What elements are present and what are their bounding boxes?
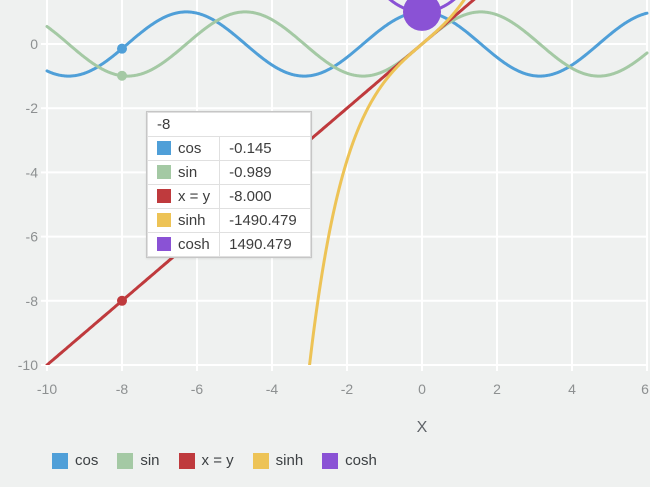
chart-legend: cos sin x = y sinh cosh — [52, 452, 377, 469]
tooltip-label-sin: sin — [178, 164, 198, 181]
legend-swatch-sin — [117, 452, 134, 469]
svg-text:-10: -10 — [18, 357, 38, 373]
svg-text:-6: -6 — [191, 381, 204, 397]
highlight-points — [117, 0, 441, 306]
tooltip-swatch-sin — [157, 165, 171, 179]
series-line-sinh[interactable] — [303, 0, 493, 425]
tooltip-value-sin: -0.989 — [219, 160, 312, 185]
legend-label-xy: x = y — [201, 452, 234, 469]
series-line-cos[interactable] — [45, 10, 649, 78]
tooltip-label-sinh: sinh — [178, 212, 206, 229]
tooltip-swatch-cos — [157, 141, 171, 155]
x-axis-ticks: -10 -8 -6 -4 -2 0 2 4 6 — [37, 381, 649, 397]
series-line-sin[interactable] — [45, 10, 649, 78]
legend-item-xy[interactable]: x = y — [178, 452, 234, 469]
svg-text:4: 4 — [568, 381, 576, 397]
point-cosh[interactable] — [403, 0, 441, 31]
legend-label-sin: sin — [140, 452, 160, 469]
legend-item-sin[interactable]: sin — [117, 452, 160, 469]
tooltip-value-sinh: -1490.479 — [219, 208, 312, 233]
svg-text:-2: -2 — [341, 381, 354, 397]
legend-label-sinh: sinh — [275, 452, 304, 469]
legend-item-cosh[interactable]: cosh — [322, 452, 377, 469]
gridlines — [41, 0, 648, 371]
legend-item-cos[interactable]: cos — [52, 452, 98, 469]
tooltip-swatch-cosh — [157, 237, 171, 251]
point-identity[interactable] — [117, 295, 127, 306]
svg-text:2: 2 — [493, 381, 501, 397]
legend-swatch-sinh — [252, 452, 269, 469]
svg-text:6: 6 — [641, 381, 649, 397]
tooltip-swatch-xy — [157, 189, 171, 203]
svg-text:-2: -2 — [26, 100, 39, 116]
y-axis-ticks: 0 -2 -4 -6 -8 -10 — [18, 36, 38, 373]
legend-swatch-xy — [178, 452, 195, 469]
svg-text:-4: -4 — [26, 164, 39, 180]
tooltip-header-row: -8 — [146, 112, 312, 137]
tooltip-row-sinh: sinh -1490.479 — [146, 208, 312, 233]
legend-swatch-cosh — [322, 452, 339, 469]
svg-text:0: 0 — [30, 36, 38, 52]
legend-swatch-cos — [52, 452, 68, 469]
tooltip-value-cos: -0.145 — [219, 136, 312, 161]
svg-text:-8: -8 — [26, 293, 39, 309]
svg-text:-8: -8 — [116, 381, 129, 397]
legend-label-cosh: cosh — [345, 452, 377, 469]
tooltip-label-xy: x = y — [178, 188, 211, 205]
tooltip-swatch-sinh — [157, 213, 171, 227]
point-sin[interactable] — [117, 70, 127, 81]
tooltip-row-cos: cos -0.145 — [146, 136, 312, 161]
legend-label-cos: cos — [75, 452, 99, 469]
svg-text:-4: -4 — [266, 381, 279, 397]
x-axis-title: X — [417, 419, 428, 436]
legend-item-sinh[interactable]: sinh — [252, 452, 304, 469]
tooltip-label-cosh: cosh — [178, 236, 210, 253]
tooltip-value-xy: -8.000 — [219, 184, 312, 209]
tooltip-header: -8 — [146, 112, 312, 137]
svg-text:-10: -10 — [37, 381, 57, 397]
tooltip-row-cosh: cosh 1490.479 — [146, 232, 312, 257]
svg-text:-6: -6 — [26, 229, 39, 245]
tooltip-row-sin: sin -0.989 — [146, 160, 312, 185]
tooltip-row-xy: x = y -8.000 — [146, 184, 312, 209]
tooltip-label-cos: cos — [178, 140, 202, 157]
tooltip-table: -8 cos -0.145 sin -0.989 x = y -8.000 si… — [146, 112, 312, 257]
chart-tooltip: -8 cos -0.145 sin -0.989 x = y -8.000 si… — [146, 111, 313, 258]
tooltip-value-cosh: 1490.479 — [219, 232, 312, 257]
svg-text:0: 0 — [418, 381, 426, 397]
line-chart[interactable]: -10 -8 -6 -4 -2 0 2 4 6 0 -2 -4 -6 -8 -10 X — [0, 0, 650, 445]
point-cos[interactable] — [117, 43, 127, 54]
